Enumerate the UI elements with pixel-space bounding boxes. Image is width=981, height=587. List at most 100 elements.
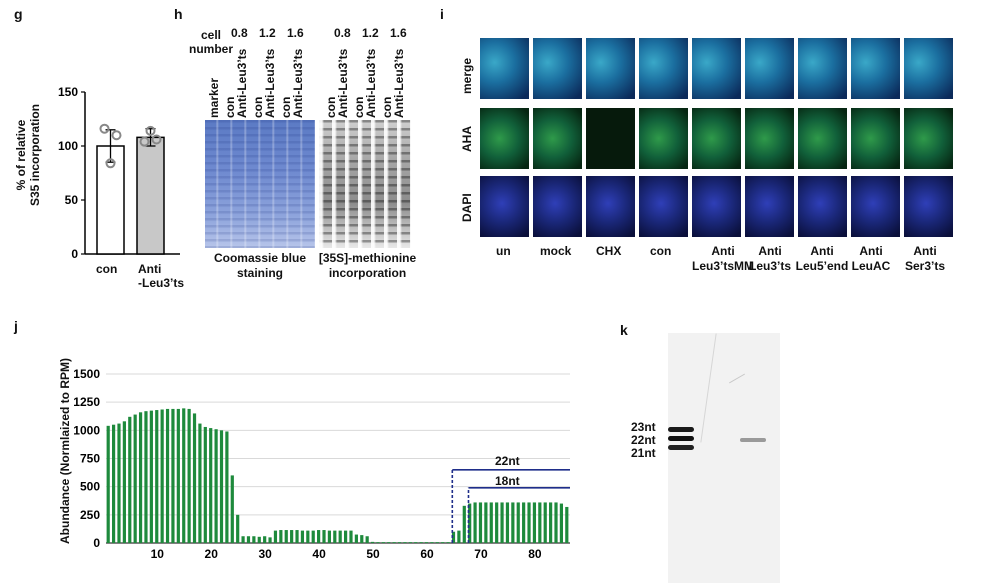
lane-anti-6: Anti-Leu3’ts	[392, 48, 406, 118]
micrograph-aha	[533, 108, 582, 169]
x-tick-label: 40	[312, 547, 326, 561]
bar	[360, 535, 364, 543]
bar	[192, 413, 197, 543]
num-1-6-right: 1.6	[390, 26, 407, 40]
col-label-con: con	[650, 244, 672, 258]
bar	[203, 426, 207, 543]
cell-number-label: cell number	[189, 28, 233, 56]
y-tick-label: 0	[71, 247, 78, 261]
y-tick-label: 0	[93, 536, 100, 550]
data-point	[111, 130, 122, 141]
row-label-merge: merge	[460, 57, 474, 94]
y-tick-label: 250	[80, 508, 100, 522]
col-label-anti-leuac-1: Anti	[859, 244, 883, 258]
bar	[559, 503, 564, 543]
num-1-2-left: 1.2	[259, 26, 276, 40]
data-point	[99, 123, 110, 134]
g-cat-anti: Anti -Leu3’ts	[138, 262, 184, 290]
data-point	[139, 136, 150, 147]
bar	[236, 514, 240, 543]
bar	[246, 536, 251, 543]
col-label-mock: mock	[540, 244, 572, 258]
cell-number-line1: cell	[201, 28, 222, 42]
micrograph-dapi	[586, 176, 635, 237]
num-1-6-left: 1.6	[287, 26, 304, 40]
col-label-anti-leuac: Anti LeuAC	[846, 244, 896, 274]
ylabel-line1: % of relative	[14, 119, 28, 191]
panel-g-label: g	[14, 6, 23, 22]
g-cat-anti-line2: -Leu3’ts	[138, 276, 185, 290]
col-label-anti-ser3ts-1: Anti	[913, 244, 937, 258]
micrograph-aha	[639, 108, 688, 169]
bar	[392, 542, 396, 543]
micrograph-dapi	[480, 176, 529, 237]
caption-s35-2: incorporation	[328, 266, 407, 280]
bar	[511, 502, 515, 543]
lane-anti-4: Anti-Leu3’ts	[336, 48, 350, 118]
caption-coomassie-1: Coomassie blue	[213, 251, 307, 265]
bar	[478, 502, 483, 543]
col-label-anti-leu3ts: Anti Leu3’ts	[742, 244, 798, 274]
band-sample	[740, 438, 766, 442]
bar	[565, 506, 569, 543]
bar	[209, 428, 213, 543]
row-label-dapi: DAPI	[460, 193, 474, 222]
col-label-anti-leu3tsmm: Anti Leu3’tsMM	[690, 244, 756, 274]
bar	[408, 542, 412, 543]
bar	[268, 537, 272, 543]
caption-s35: [35S]-methionine incorporation	[310, 251, 425, 281]
bar	[522, 502, 526, 543]
x-tick-label: 80	[528, 547, 542, 561]
annotation-22nt: 22nt	[495, 454, 520, 468]
micrograph-aha	[480, 108, 529, 169]
caption-s35-1: [35S]-methionine	[318, 251, 417, 265]
bar	[230, 475, 234, 543]
bar	[333, 530, 337, 543]
lane-anti-5: Anti-Leu3’ts	[364, 48, 378, 118]
bar	[414, 542, 418, 543]
bar	[468, 503, 472, 543]
bar	[300, 530, 305, 543]
micrograph-merge	[480, 38, 529, 99]
col-label-anti-leu3tsmm-2: Leu3’tsMM	[691, 259, 754, 273]
x-tick-label: 20	[205, 547, 219, 561]
bar	[424, 542, 429, 543]
bar	[171, 408, 175, 543]
micrograph-aha	[745, 108, 794, 169]
bar	[122, 421, 126, 543]
y-tick-label: 1000	[73, 423, 100, 437]
y-tick-label: 750	[80, 452, 100, 466]
bar	[446, 542, 450, 543]
bar	[273, 530, 278, 543]
micrograph-dapi	[798, 176, 847, 237]
band-21nt	[668, 445, 694, 450]
g-cat-anti-line1: Anti	[138, 262, 162, 276]
num-1-2-right: 1.2	[362, 26, 379, 40]
panel-h-label: h	[174, 6, 183, 22]
col-label-anti-leu5end-2: Leu5’end	[795, 259, 849, 273]
cell-number-line2: number	[189, 42, 234, 56]
bar	[263, 536, 267, 543]
bar	[252, 536, 256, 543]
bar	[128, 416, 132, 543]
g-cat-con: con	[96, 262, 118, 276]
bar	[543, 502, 547, 543]
micrograph-merge	[745, 38, 794, 99]
bar	[225, 431, 229, 543]
bar	[435, 542, 439, 543]
northern-blot-image	[668, 333, 780, 583]
y-tick-label: 50	[65, 193, 79, 207]
caption-coomassie-2: staining	[236, 266, 283, 280]
micrograph-aha	[586, 108, 635, 169]
col-label-anti-leu3ts-1: Anti	[758, 244, 782, 258]
bar	[419, 542, 423, 543]
micrograph-dapi	[692, 176, 741, 237]
bar	[365, 536, 369, 543]
lane-anti-2: Anti-Leu3’ts	[263, 48, 277, 118]
micrograph-merge	[798, 38, 847, 99]
k-label-23nt: 23nt	[631, 420, 656, 434]
bar	[532, 502, 537, 543]
row-label-aha: AHA	[460, 126, 474, 152]
panel-i-label: i	[440, 6, 444, 22]
panel-j-label: j	[14, 318, 18, 334]
